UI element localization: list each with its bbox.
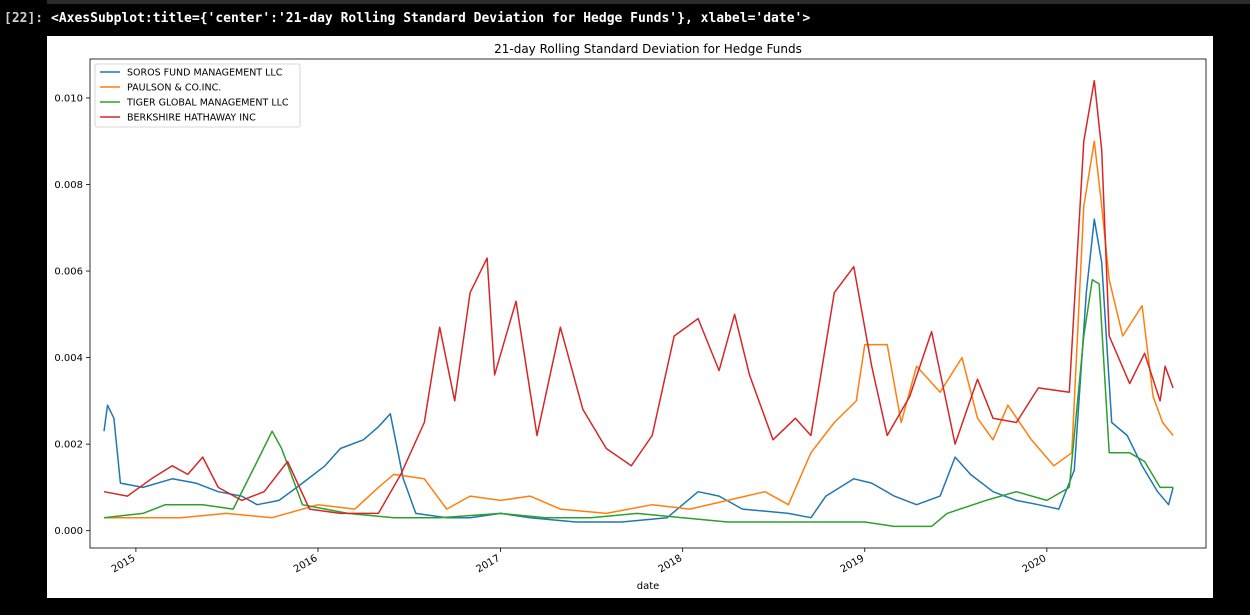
legend-label: BERKSHIRE HATHAWAY INC [127,113,256,124]
legend: SOROS FUND MANAGEMENT LLC PAULSON & CO.IN… [94,63,301,128]
x-tick-label: 2015 [110,553,138,575]
y-tick-label: 0.002 [54,440,83,451]
x-tick-label: 2017 [475,553,503,575]
legend-label: PAULSON & CO.INC. [127,83,221,94]
cell-output-text: <AxesSubplot:title={'center':'21-day Rol… [51,11,811,26]
y-tick-label: 0.010 [54,93,83,104]
y-tick-label: 0.000 [54,526,83,537]
y-tick-label: 0.004 [54,353,83,364]
line-chart: 21-day Rolling Standard Deviation for He… [54,42,1207,592]
series-line-2 [104,140,1174,519]
y-tick-label: 0.008 [54,180,83,191]
legend-box [94,63,301,128]
legend-label: TIGER GLOBAL MANAGEMENT LLC [126,98,289,109]
x-axis-label: date [637,581,660,592]
cell-top-border [47,0,1250,4]
series-line-4 [103,79,1174,515]
legend-label: SOROS FUND MANAGEMENT LLC [127,68,283,79]
chart-title: 21-day Rolling Standard Deviation for He… [494,42,802,56]
chart-figure: 21-day Rolling Standard Deviation for He… [47,36,1213,598]
series-line-3 [103,278,1174,528]
series-line-1 [103,218,1174,523]
y-tick-label: 0.006 [54,267,83,278]
cell-prompt: [22]: [4,11,44,26]
plot-frame [89,58,1207,549]
x-tick-label: 2018 [657,553,685,575]
x-tick-label: 2020 [1021,553,1049,575]
x-tick-label: 2019 [839,553,867,575]
x-tick-label: 2016 [292,553,320,575]
